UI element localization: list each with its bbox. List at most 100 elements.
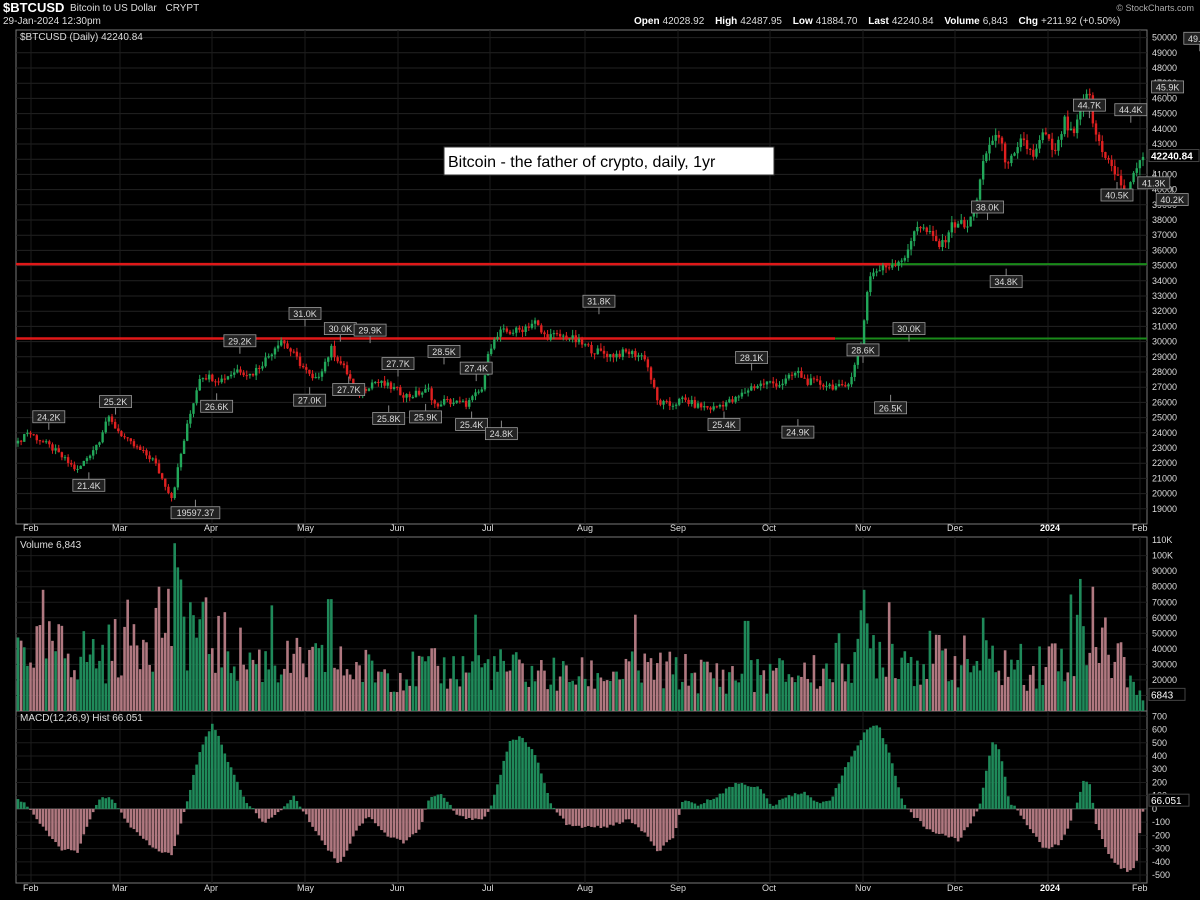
candle-body <box>342 363 346 366</box>
macd-histogram-bar <box>997 749 1001 809</box>
candle-body <box>1007 162 1010 164</box>
candle-body <box>558 333 562 337</box>
macd-tick-label: 500 <box>1152 738 1167 748</box>
price-annotation: 38.0K <box>976 203 1000 213</box>
month-label: Aug <box>577 883 593 893</box>
candle-body <box>584 344 587 346</box>
month-label: Oct <box>762 883 777 893</box>
candle-body <box>239 369 242 373</box>
month-label: Apr <box>204 523 218 533</box>
candle-body <box>251 373 255 376</box>
macd-histogram-bar <box>784 797 788 809</box>
macd-histogram-bar <box>847 762 850 809</box>
candle-body <box>60 452 64 458</box>
volume-bar <box>690 673 694 711</box>
macd-histogram-bar <box>295 801 299 809</box>
price-legend: $BTCUSD (Daily) 42240.84 <box>20 32 143 43</box>
candle-body <box>333 345 336 358</box>
candle-body <box>590 344 593 354</box>
macd-histogram-bar <box>1097 808 1101 831</box>
last-value: 42240.84 <box>891 16 934 27</box>
volume-bar <box>536 670 540 711</box>
volume-bar <box>261 681 264 711</box>
macd-histogram-bar <box>370 808 374 820</box>
macd-histogram-bar <box>342 808 346 857</box>
volume-bar <box>1088 652 1092 711</box>
candle-body <box>499 329 502 337</box>
candle-body <box>292 351 295 353</box>
volume-bar <box>232 666 236 711</box>
macd-histogram-bar <box>756 786 759 809</box>
month-label: Mar <box>112 523 128 533</box>
macd-histogram-bar <box>655 808 659 852</box>
candle-body <box>493 339 496 349</box>
candle-body <box>442 398 446 405</box>
macd-histogram-bar <box>1094 808 1098 825</box>
macd-histogram-bar <box>743 784 747 809</box>
volume-bar <box>521 663 524 711</box>
volume-bar <box>1053 643 1057 711</box>
macd-histogram-bar <box>339 808 343 862</box>
macd-histogram-bar <box>561 808 565 819</box>
volume-bar <box>605 680 609 711</box>
candle-body <box>317 376 321 378</box>
candle-body <box>825 386 828 388</box>
volume-bar <box>458 686 462 711</box>
price-tick-label: 26000 <box>1152 397 1177 407</box>
candle-body <box>505 328 509 332</box>
macd-histogram-bar <box>1113 808 1117 863</box>
volume-bar <box>803 662 806 711</box>
macd-histogram-bar <box>1085 781 1088 809</box>
macd-histogram-bar <box>1044 808 1048 848</box>
candle-body <box>1072 128 1076 134</box>
volume-bar <box>295 637 299 711</box>
candle-body <box>985 153 988 162</box>
macd-histogram-bar <box>696 805 700 809</box>
macd-histogram-bar <box>60 808 64 851</box>
volume-bar <box>402 690 405 711</box>
macd-histogram-bar <box>771 805 775 809</box>
volume-bar <box>837 633 841 711</box>
volume-bar <box>113 619 117 711</box>
volume-bar <box>787 674 791 711</box>
volume-bar <box>489 689 493 711</box>
macd-histogram-bar <box>790 796 794 809</box>
candle-body <box>1016 147 1019 154</box>
candle-body <box>129 438 133 442</box>
candle-body <box>1069 128 1073 131</box>
month-label: Feb <box>23 523 39 533</box>
candle-body <box>1022 138 1026 141</box>
macd-histogram-bar <box>226 761 230 809</box>
volume-bar <box>856 638 860 711</box>
volume-bar <box>292 653 296 711</box>
macd-histogram-bar <box>1082 780 1085 809</box>
macd-histogram-bar <box>1110 808 1113 859</box>
candle-body <box>637 355 640 357</box>
candle-body <box>837 384 841 387</box>
candle-body <box>981 161 985 180</box>
volume-bar <box>543 670 546 711</box>
macd-histogram-bar <box>333 808 336 859</box>
volume-bar <box>1135 694 1139 711</box>
volume-bar <box>229 673 233 711</box>
candle-body <box>994 134 997 141</box>
candle-body <box>264 357 267 367</box>
macd-histogram-bar <box>1088 784 1092 809</box>
macd-histogram-bar <box>828 800 831 809</box>
candle-body <box>455 400 458 403</box>
candle-body <box>1013 153 1016 156</box>
volume-bar <box>869 648 872 711</box>
volume-bar <box>956 687 960 711</box>
candle-body <box>1138 160 1142 169</box>
candle-body <box>330 345 333 358</box>
price-annotation-box <box>200 399 234 413</box>
macd-histogram-bar <box>934 808 938 834</box>
volume-bar <box>408 685 412 711</box>
price-annotation: 28.5K <box>432 347 456 357</box>
volume-bar <box>267 669 270 711</box>
high-value: 42487.95 <box>740 16 782 27</box>
candle-body <box>960 220 963 224</box>
macd-histogram-bar <box>975 808 979 812</box>
candle-body <box>618 353 621 357</box>
price-annotation-box <box>1155 193 1189 206</box>
